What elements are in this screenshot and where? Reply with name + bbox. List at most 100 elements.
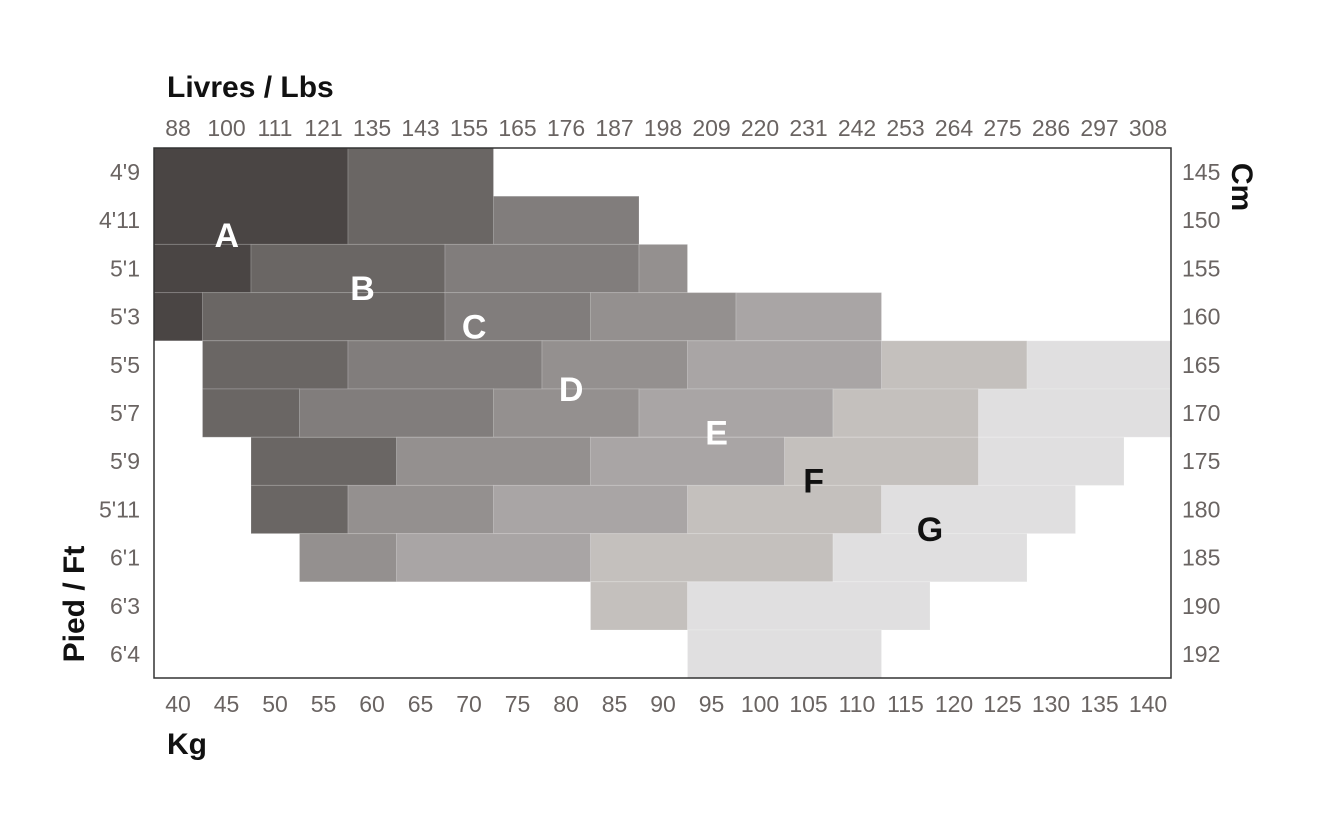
- size-g-cell: [832, 533, 1028, 583]
- cm-tick-labels: 145 150 155 160 165 170 175 180 185 190 192: [1182, 159, 1220, 667]
- size-d-cell: [396, 436, 591, 486]
- size-labels: A B C D E F G: [214, 217, 943, 549]
- size-f-cell: [590, 581, 688, 631]
- lbs-tick-label: 111: [258, 115, 293, 141]
- lbs-tick-label: 121: [304, 115, 342, 141]
- size-d-cell: [590, 292, 737, 342]
- size-g-cell: [978, 436, 1125, 486]
- size-label-e: E: [705, 414, 728, 452]
- lbs-tick-labels: 88 100 111 121 135 143 155 165 176 187 198 209 220 23…: [165, 115, 1167, 141]
- size-d-cell: [541, 340, 688, 390]
- lbs-tick-label: 135: [353, 115, 391, 141]
- kg-tick-label: 135: [1080, 691, 1118, 717]
- size-b-cell: [202, 388, 300, 438]
- size-b-cell: [202, 340, 349, 390]
- lbs-tick-label: 220: [741, 115, 779, 141]
- size-b-cell: [202, 292, 446, 342]
- kg-tick-label: 90: [650, 691, 676, 717]
- lbs-tick-label: 297: [1080, 115, 1118, 141]
- kg-tick-label: 80: [553, 691, 579, 717]
- kg-tick-label: 115: [887, 691, 924, 717]
- ft-tick-label: 5'3: [110, 304, 140, 330]
- size-c-cell: [444, 243, 640, 294]
- lbs-tick-label: 253: [886, 115, 924, 141]
- lbs-tick-label: 308: [1129, 115, 1167, 141]
- kg-tick-label: 100: [741, 691, 779, 717]
- kg-tick-label: 95: [699, 691, 725, 717]
- ft-tick-labels: 4'9 4'11 5'1 5'3 5'5 5'7 5'9 5'11 6'1 6'3 6'4: [99, 159, 140, 667]
- size-cells: [153, 147, 1172, 679]
- lbs-tick-label: 187: [595, 115, 633, 141]
- size-f-cell: [881, 340, 1028, 390]
- cm-tick-label: 190: [1182, 593, 1220, 619]
- size-label-c: C: [462, 308, 487, 346]
- lbs-tick-label: 165: [498, 115, 536, 141]
- ft-tick-label: 6'1: [110, 545, 140, 571]
- size-g-cell: [881, 484, 1076, 535]
- size-d-cell: [347, 484, 494, 535]
- ft-tick-label: 4'11: [99, 207, 140, 233]
- lbs-tick-label: 242: [838, 115, 876, 141]
- size-a-cell: [153, 243, 252, 294]
- cm-tick-label: 180: [1182, 496, 1220, 522]
- ft-tick-label: 5'1: [110, 255, 140, 281]
- lbs-tick-label: 209: [692, 115, 730, 141]
- size-label-f: F: [803, 463, 824, 501]
- size-b-cell: [250, 436, 397, 486]
- lbs-tick-label: 88: [165, 115, 191, 141]
- kg-tick-label: 55: [311, 691, 337, 717]
- kg-tick-label: 120: [935, 691, 973, 717]
- size-f-cell: [687, 484, 882, 535]
- kg-tick-label: 45: [214, 691, 240, 717]
- size-e-cell: [638, 388, 834, 438]
- size-e-cell: [493, 484, 688, 535]
- ft-tick-label: 5'5: [110, 352, 140, 378]
- size-c-cell: [347, 340, 543, 390]
- ft-tick-label: 6'3: [110, 593, 140, 619]
- lbs-tick-label: 264: [935, 115, 974, 141]
- cm-tick-label: 165: [1182, 352, 1220, 378]
- ft-tick-label: 5'9: [110, 448, 140, 474]
- kg-tick-label: 110: [839, 691, 876, 717]
- cm-tick-label: 175: [1182, 448, 1220, 474]
- size-c-cell: [444, 292, 591, 342]
- cm-tick-label: 160: [1182, 304, 1220, 330]
- cm-tick-label: 185: [1182, 545, 1220, 571]
- size-d-cell: [299, 533, 397, 583]
- size-a-cell: [153, 147, 349, 245]
- lbs-tick-label: 155: [450, 115, 488, 141]
- size-f-cell: [784, 436, 979, 486]
- size-c-cell: [299, 388, 494, 438]
- cm-tick-label: 150: [1182, 207, 1220, 233]
- lbs-tick-label: 198: [644, 115, 682, 141]
- lbs-axis-title: Livres / Lbs: [167, 71, 334, 104]
- kg-tick-label: 50: [262, 691, 288, 717]
- kg-tick-label: 105: [789, 691, 827, 717]
- size-b-cell: [347, 147, 494, 245]
- kg-tick-label: 75: [505, 691, 531, 717]
- cm-axis-title: Cm: [1225, 163, 1258, 211]
- lbs-tick-label: 231: [789, 115, 827, 141]
- chart-frame: [153, 147, 1172, 679]
- size-b-cell: [250, 484, 349, 535]
- size-d-cell: [638, 243, 688, 294]
- kg-tick-label: 130: [1032, 691, 1070, 717]
- ft-tick-label: 5'11: [99, 496, 140, 522]
- size-label-b: B: [350, 270, 375, 308]
- lbs-tick-label: 286: [1032, 115, 1070, 141]
- kg-tick-label: 65: [408, 691, 434, 717]
- size-e-cell: [735, 292, 882, 342]
- kg-tick-label: 60: [359, 691, 385, 717]
- kg-tick-label: 70: [456, 691, 482, 717]
- ft-tick-label: 5'7: [110, 400, 140, 426]
- size-g-cell: [1026, 340, 1172, 390]
- ft-axis-title: Pied / Ft: [58, 546, 91, 663]
- size-c-cell: [493, 195, 640, 245]
- size-g-cell: [978, 388, 1172, 438]
- lbs-tick-label: 176: [547, 115, 585, 141]
- size-e-cell: [590, 436, 785, 486]
- lbs-tick-label: 275: [983, 115, 1021, 141]
- size-label-g: G: [917, 511, 943, 549]
- size-g-cell: [687, 581, 931, 631]
